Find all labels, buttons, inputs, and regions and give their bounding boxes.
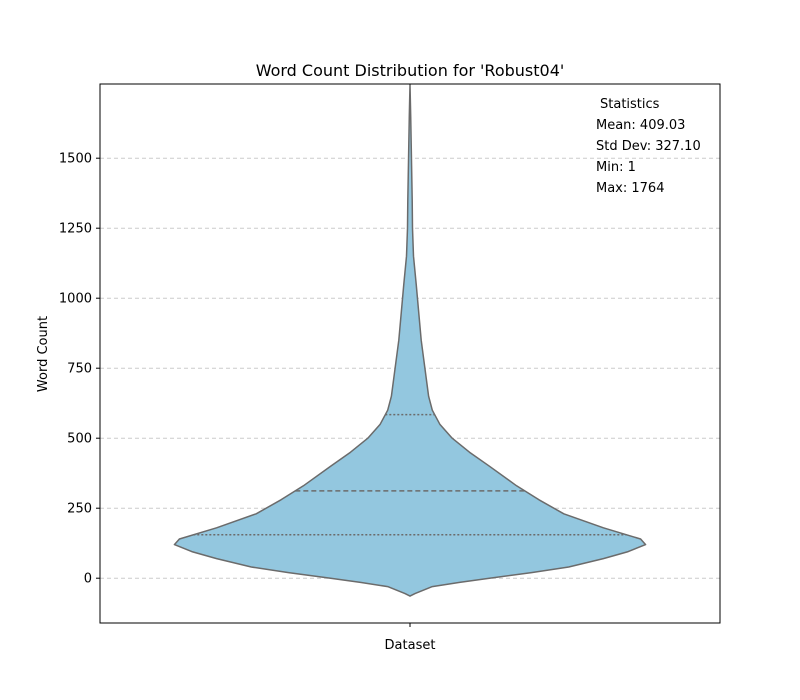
y-tick-label: 1250 [59,222,92,237]
y-tick-label: 250 [67,502,92,517]
violin-body [173,83,647,597]
statistics-std-dev: Std Dev: 327.10 [596,139,701,154]
violin-layer [173,83,647,597]
y-tick-label: 1500 [59,152,92,167]
y-tick-label: 750 [67,362,92,377]
statistics-heading: Statistics [600,97,660,112]
statistics-min: Min: 1 [596,160,636,175]
y-tick-label: 500 [67,432,92,447]
x-tick-label: Dataset [385,638,436,653]
statistics-annotation: Statistics Mean: 409.03 Std Dev: 327.10 … [596,97,701,196]
axes: 0 250 500 750 1000 1250 1500 [59,83,721,627]
y-tick-label: 0 [84,572,92,587]
y-tick-label: 1000 [59,292,92,307]
statistics-mean: Mean: 409.03 [596,118,685,133]
statistics-max: Max: 1764 [596,181,664,196]
chart-title: Word Count Distribution for 'Robust04' [256,61,565,80]
y-axis-label: Word Count [36,316,51,392]
